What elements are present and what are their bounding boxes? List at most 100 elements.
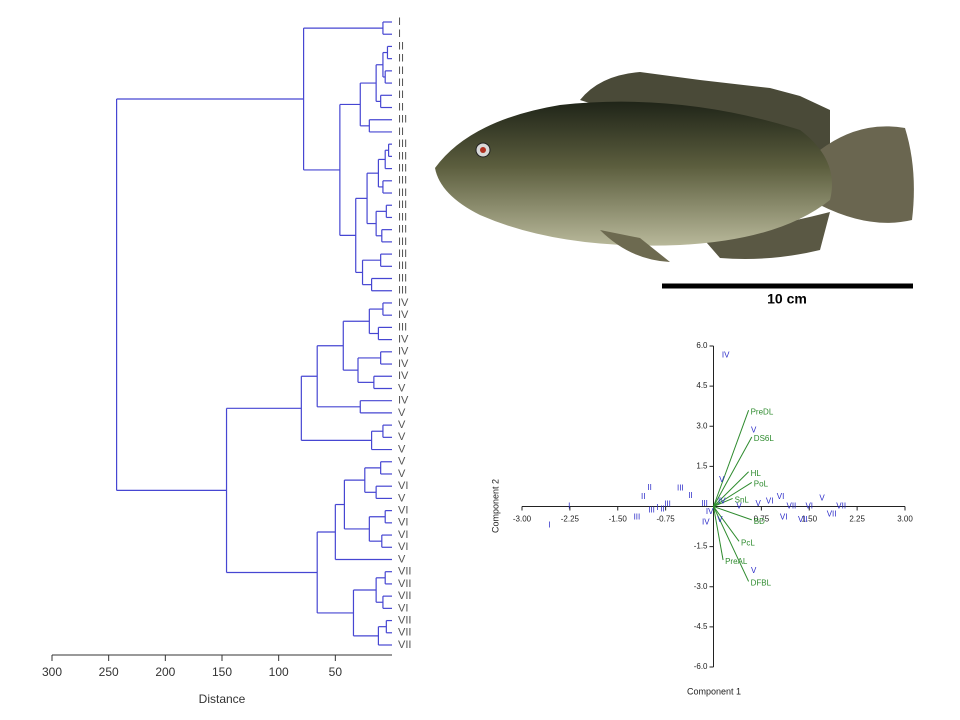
x-tick-label: 300 bbox=[42, 665, 62, 679]
loading-label: PcL bbox=[741, 538, 755, 547]
loading-label: HL bbox=[751, 469, 762, 478]
loading-label: BD bbox=[754, 517, 765, 526]
point-label: II bbox=[647, 483, 651, 492]
leaf-label: VII bbox=[398, 590, 411, 602]
leaf-label: II bbox=[398, 126, 404, 138]
anal-fin bbox=[700, 212, 830, 259]
point-label: V bbox=[719, 475, 725, 484]
leaf-label: III bbox=[398, 114, 407, 126]
leaf-label: VII bbox=[398, 627, 411, 639]
leaf-label: III bbox=[398, 138, 407, 150]
loading-vector bbox=[713, 471, 749, 507]
leaf-label: I bbox=[398, 28, 401, 40]
x-tick-label: -1.50 bbox=[609, 515, 628, 524]
point-label: I bbox=[656, 503, 658, 512]
leaf-label: II bbox=[398, 77, 404, 89]
point-label: III bbox=[634, 512, 641, 521]
point-label: V bbox=[756, 499, 762, 508]
leaf-label: V bbox=[398, 468, 406, 480]
fish-pupil bbox=[480, 147, 486, 153]
leaf-label: III bbox=[398, 285, 407, 297]
loading-vector bbox=[713, 506, 752, 521]
leaf-label: IV bbox=[398, 334, 409, 346]
x-tick-label: 1.50 bbox=[801, 515, 817, 524]
leaf-label: V bbox=[398, 431, 406, 443]
point-label: I bbox=[568, 502, 570, 511]
leaf-label: IV bbox=[398, 395, 409, 407]
leaf-label: IV bbox=[398, 358, 409, 370]
leaf-label: III bbox=[398, 175, 407, 187]
loading-label: SnL bbox=[735, 496, 750, 505]
leaf-label: VII bbox=[398, 578, 411, 590]
leaf-label: V bbox=[398, 382, 406, 394]
point-label: III bbox=[648, 506, 655, 515]
leaf-label: III bbox=[398, 199, 407, 211]
leaf-label: VI bbox=[398, 517, 408, 529]
point-label: VII bbox=[827, 510, 837, 519]
fish-photo bbox=[435, 72, 914, 262]
leaf-label: II bbox=[398, 65, 404, 77]
leaf-label: VI bbox=[398, 541, 408, 553]
leaf-label: III bbox=[398, 321, 407, 333]
point-label: VI bbox=[766, 496, 774, 505]
point-label: II bbox=[688, 491, 692, 500]
point-label: II bbox=[641, 492, 645, 501]
y-tick-label: 1.5 bbox=[696, 461, 708, 470]
x-axis-title: Distance bbox=[199, 692, 246, 706]
loading-vector bbox=[713, 506, 724, 561]
leaf-label: I bbox=[398, 16, 401, 28]
leaf-label: VI bbox=[398, 529, 408, 541]
point-label: IV bbox=[718, 496, 726, 505]
point-label: IV bbox=[706, 507, 714, 516]
point-label: IV bbox=[722, 350, 730, 359]
x-tick-label: 2.25 bbox=[849, 515, 865, 524]
leaf-label: II bbox=[398, 89, 404, 101]
point-label: I bbox=[548, 520, 550, 529]
leaf-label: III bbox=[398, 187, 407, 199]
leaf-label: II bbox=[398, 53, 404, 65]
leaf-label: V bbox=[398, 407, 406, 419]
leaf-label: V bbox=[398, 419, 406, 431]
leaf-label: III bbox=[398, 260, 407, 272]
x-tick-label: 0.75 bbox=[754, 515, 770, 524]
tail-fin bbox=[820, 126, 914, 223]
leaf-label: IV bbox=[398, 370, 409, 382]
y-tick-label: -6.0 bbox=[694, 662, 708, 671]
loading-vector bbox=[713, 506, 750, 582]
leaf-label: III bbox=[398, 224, 407, 236]
leaf-label: V bbox=[398, 492, 406, 504]
leaf-label: III bbox=[398, 150, 407, 162]
x-tick-label: 250 bbox=[99, 665, 119, 679]
x-tick-label: -3.00 bbox=[513, 515, 532, 524]
y-axis-title: Component 2 bbox=[490, 479, 500, 533]
leaf-label: V bbox=[398, 553, 406, 565]
leaf-label: IV bbox=[398, 346, 409, 358]
point-label: IV bbox=[702, 518, 710, 527]
leaf-label: IV bbox=[398, 309, 409, 321]
leaf-label: III bbox=[398, 162, 407, 174]
leaf-label: IV bbox=[398, 297, 409, 309]
y-tick-label: -4.5 bbox=[694, 622, 708, 631]
leaf-label: III bbox=[398, 211, 407, 223]
y-tick-label: 6.0 bbox=[696, 341, 708, 350]
leaf-label: VII bbox=[398, 566, 411, 578]
leaf-label: III bbox=[398, 248, 407, 260]
leaf-label: VI bbox=[398, 480, 408, 492]
y-tick-label: -3.0 bbox=[694, 582, 708, 591]
x-tick-label: -2.25 bbox=[561, 515, 580, 524]
point-label: V bbox=[717, 515, 723, 524]
point-label: VI bbox=[780, 512, 788, 521]
fish-body bbox=[435, 101, 832, 246]
x-tick-label: 150 bbox=[212, 665, 232, 679]
loading-vector bbox=[713, 410, 750, 507]
loading-label: DFBL bbox=[751, 579, 772, 588]
x-tick-label: 200 bbox=[155, 665, 175, 679]
y-tick-label: 4.5 bbox=[696, 381, 708, 390]
x-axis-title: Component 1 bbox=[687, 686, 741, 696]
point-label: VII bbox=[836, 502, 846, 511]
loading-label: PreAL bbox=[725, 557, 748, 566]
scale-bar-label: 10 cm bbox=[767, 291, 807, 307]
x-tick-label: -0.75 bbox=[657, 515, 676, 524]
